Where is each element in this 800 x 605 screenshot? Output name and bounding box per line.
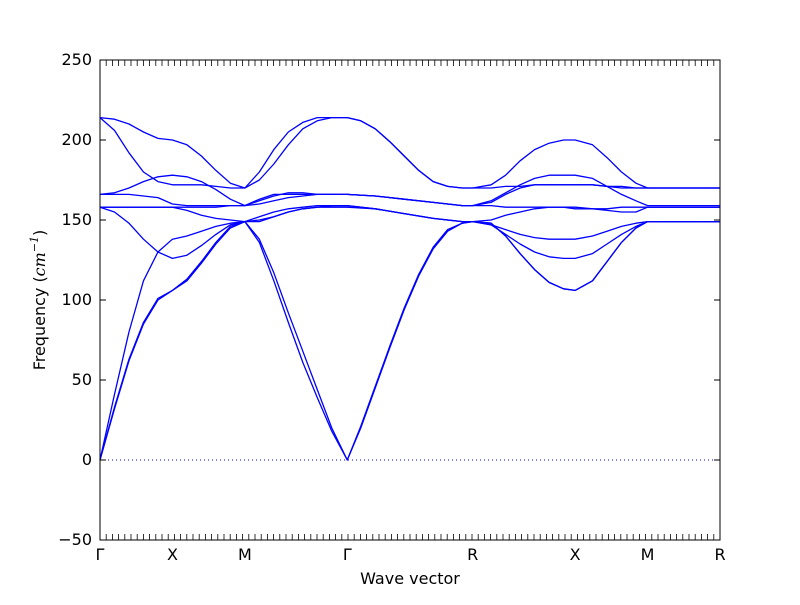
- k-point-label: R: [714, 545, 725, 564]
- k-point-label: M: [238, 545, 252, 564]
- dispersion-branch-10: [99, 116, 720, 189]
- k-point-label: Γ: [343, 545, 352, 564]
- dispersion-branch-3: [99, 204, 720, 461]
- dispersion-branch-5: [100, 206, 720, 223]
- y-tick-label: 0: [82, 450, 92, 469]
- y-tick-label: 50: [72, 370, 92, 389]
- k-point-label: X: [570, 545, 581, 564]
- y-tick-label: 250: [61, 50, 92, 69]
- plot-layer: [99, 116, 720, 461]
- dispersion-branch-9: [99, 116, 720, 189]
- y-axis-label: Frequency (cm−1): [28, 230, 49, 371]
- k-point-label: M: [641, 545, 655, 564]
- y-axis-label-exponent: −1: [28, 236, 41, 252]
- k-point-label: R: [467, 545, 478, 564]
- dispersion-branch-8: [99, 174, 720, 207]
- dispersion-branch-7: [100, 184, 720, 207]
- y-axis-label-suffix: ): [30, 230, 49, 236]
- y-tick-label: 100: [61, 290, 92, 309]
- x-axis-label: Wave vector: [360, 569, 460, 588]
- k-point-label: Γ: [96, 545, 105, 564]
- y-axis-label-unit: cm: [30, 252, 49, 276]
- y-tick-label: −50: [58, 530, 92, 549]
- dispersion-branch-2: [99, 220, 720, 461]
- y-axis-label-prefix: Frequency (: [30, 276, 49, 370]
- dispersion-branch-1: [99, 220, 720, 461]
- plot-frame: [99, 59, 721, 541]
- axes-layer: −50 0 50 100 150 200 250 Γ X M Γ R X M R: [58, 50, 725, 564]
- y-tick-label: 150: [61, 210, 92, 229]
- dispersion-branch-4: [99, 204, 720, 260]
- y-tick-label: 200: [61, 130, 92, 149]
- k-point-label: X: [167, 545, 178, 564]
